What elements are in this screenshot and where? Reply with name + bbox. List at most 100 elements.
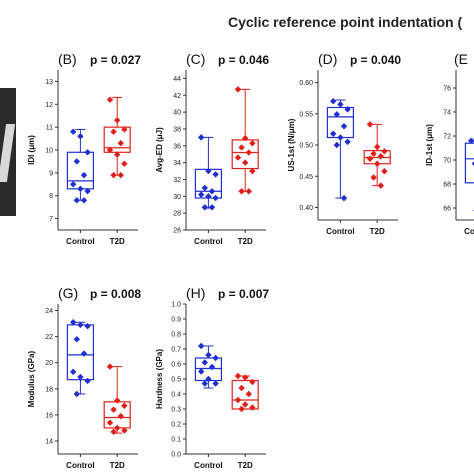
y-tick-label: 0.50 bbox=[299, 143, 313, 150]
y-tick-label: 11 bbox=[46, 125, 53, 132]
data-point bbox=[212, 380, 219, 387]
data-point bbox=[238, 405, 245, 413]
data-point bbox=[234, 372, 242, 380]
data-point bbox=[106, 363, 114, 370]
data-point bbox=[234, 154, 242, 161]
data-point bbox=[238, 144, 245, 151]
data-point bbox=[471, 161, 474, 167]
data-point bbox=[366, 121, 374, 128]
y-tick-label: 13 bbox=[45, 79, 53, 86]
data-point bbox=[234, 86, 242, 93]
data-point bbox=[337, 101, 344, 108]
data-point bbox=[340, 194, 348, 202]
data-point bbox=[114, 424, 121, 432]
p-value-label: p = 0.008 bbox=[90, 287, 141, 301]
x-category-label: T2D bbox=[370, 227, 385, 236]
data-point bbox=[245, 149, 252, 156]
data-point bbox=[238, 384, 245, 392]
x-category-label: Control bbox=[194, 461, 222, 470]
y-tick-label: 0.55 bbox=[299, 111, 313, 118]
y-tick-label: 72 bbox=[443, 134, 451, 141]
data-point bbox=[80, 350, 88, 357]
data-point bbox=[333, 111, 340, 118]
data-point bbox=[212, 171, 219, 178]
y-tick-label: 16 bbox=[45, 412, 53, 419]
y-tick-label: 24 bbox=[45, 308, 53, 315]
data-point bbox=[84, 187, 91, 195]
data-point bbox=[205, 193, 212, 200]
data-point bbox=[73, 336, 80, 343]
y-tick-label: 0.9 bbox=[171, 317, 181, 324]
y-tick-label: 0.6 bbox=[171, 362, 181, 369]
data-point bbox=[121, 402, 128, 409]
panel-letter: (D) bbox=[318, 51, 337, 67]
panel-letter: (B) bbox=[58, 51, 77, 67]
box-iqr bbox=[103, 126, 131, 153]
y-tick-label: 7 bbox=[49, 216, 53, 223]
y-tick-label: 68 bbox=[443, 182, 451, 189]
data-point bbox=[212, 354, 219, 362]
data-point bbox=[234, 396, 242, 404]
data-point bbox=[110, 171, 117, 179]
y-tick-label: 8 bbox=[49, 193, 53, 200]
data-point bbox=[366, 155, 374, 162]
x-category-label: Control bbox=[66, 461, 94, 470]
data-point bbox=[381, 148, 388, 155]
data-point bbox=[330, 98, 337, 105]
data-point bbox=[242, 374, 249, 381]
y-tick-label: 34 bbox=[173, 160, 181, 167]
box-iqr bbox=[464, 142, 474, 184]
y-tick-label: 32 bbox=[173, 177, 181, 184]
y-tick-label: 30 bbox=[173, 194, 181, 201]
y-axis-label: Avg-ED (μJ) bbox=[155, 127, 164, 173]
y-tick-label: 40 bbox=[173, 110, 181, 117]
data-point bbox=[198, 342, 205, 350]
x-category-label: Control bbox=[194, 237, 222, 246]
data-point bbox=[205, 351, 212, 359]
y-tick-label: 70 bbox=[443, 158, 451, 165]
data-point bbox=[249, 404, 256, 411]
data-point bbox=[106, 96, 114, 103]
y-tick-label: 0.60 bbox=[299, 80, 313, 87]
y-tick-label: 0.7 bbox=[171, 347, 181, 354]
data-point bbox=[198, 134, 205, 141]
data-point bbox=[201, 380, 208, 387]
data-point bbox=[201, 359, 208, 366]
data-point bbox=[374, 143, 381, 151]
data-point bbox=[245, 390, 252, 398]
x-category-label: Control bbox=[326, 227, 354, 236]
data-point bbox=[70, 319, 77, 326]
data-point bbox=[242, 135, 249, 142]
y-tick-label: 0.5 bbox=[171, 377, 181, 384]
y-axis-label: US-1st (N/μm) bbox=[287, 118, 296, 171]
data-point bbox=[114, 117, 121, 124]
y-tick-label: 20 bbox=[45, 360, 53, 367]
chart-panel: (C) p = 0.046 26 28 30 32 34 36 38 40 42 44 Avg-ED (… bbox=[155, 51, 269, 246]
y-tick-label: 44 bbox=[173, 76, 181, 83]
data-point bbox=[117, 139, 124, 147]
panel-letter: (H) bbox=[186, 285, 205, 301]
data-point bbox=[242, 159, 249, 166]
data-point bbox=[114, 151, 121, 158]
data-point bbox=[198, 191, 205, 198]
data-point bbox=[333, 141, 340, 149]
y-tick-label: 9 bbox=[49, 170, 53, 177]
data-point bbox=[70, 181, 77, 188]
y-tick-label: 0.4 bbox=[171, 392, 181, 399]
data-point bbox=[212, 194, 219, 202]
chart-panel: (G) p = 0.008 14 16 18 20 22 24 Modulus (GPa) Con… bbox=[27, 285, 141, 470]
x-category-label: T2D bbox=[238, 237, 253, 246]
data-point bbox=[208, 204, 216, 211]
y-tick-label: 18 bbox=[45, 386, 53, 393]
data-point bbox=[73, 390, 80, 398]
p-value-label: p = 0.040 bbox=[350, 53, 401, 67]
data-point bbox=[117, 412, 124, 420]
data-point bbox=[249, 378, 256, 386]
data-point bbox=[84, 377, 91, 385]
y-tick-label: 0.3 bbox=[171, 407, 181, 414]
y-axis-label: IDI (μm) bbox=[27, 135, 36, 165]
y-tick-label: 26 bbox=[173, 228, 181, 235]
data-point bbox=[198, 368, 205, 375]
panel-letter: (G) bbox=[58, 285, 78, 301]
data-point bbox=[249, 140, 256, 147]
